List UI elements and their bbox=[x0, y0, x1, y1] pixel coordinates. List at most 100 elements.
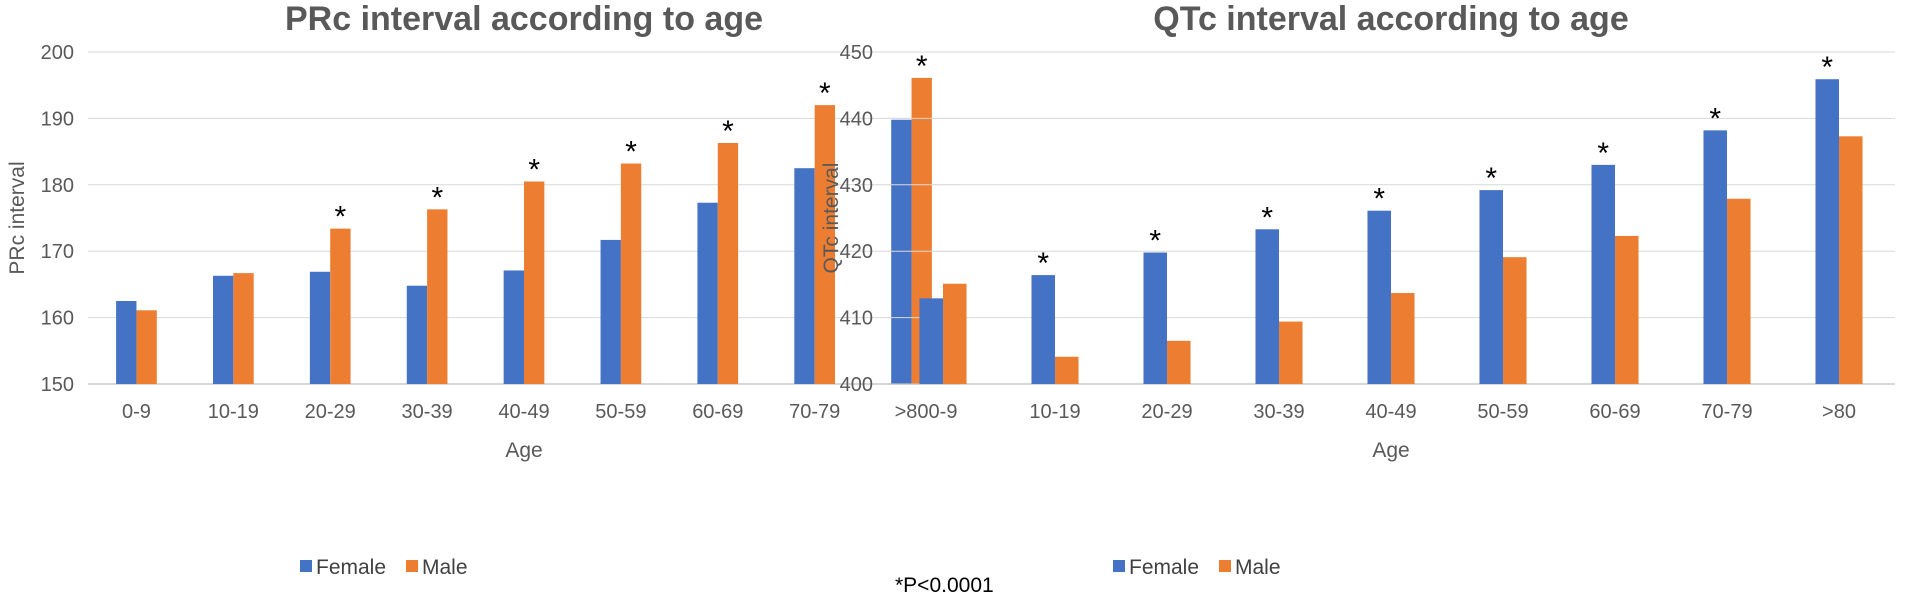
qtc-y-tick-label: 410 bbox=[840, 308, 873, 330]
qtc-legend: Female Male bbox=[1113, 556, 1281, 579]
prc-x-tick-label: 10-19 bbox=[208, 401, 259, 423]
qtc-bar-female bbox=[1143, 252, 1167, 384]
prc-x-tick-label: 70-79 bbox=[789, 401, 840, 423]
qtc-x-tick-label: 20-29 bbox=[1141, 401, 1192, 423]
qtc-x-axis-label: Age bbox=[1372, 439, 1409, 462]
qtc-bar-female bbox=[1591, 164, 1615, 384]
qtc-bar-female bbox=[1479, 190, 1503, 384]
qtc-legend-swatch-female bbox=[1113, 560, 1125, 572]
qtc-bar-male bbox=[1055, 356, 1079, 384]
prc-x-axis-label: Age bbox=[505, 439, 542, 462]
qtc-x-tick-label: 0-9 bbox=[929, 401, 958, 423]
prc-bar-male bbox=[330, 228, 351, 384]
prc-bar-male bbox=[233, 273, 254, 384]
prc-legend: Female Male bbox=[300, 556, 468, 579]
qtc-bar-male bbox=[1727, 198, 1751, 384]
prc-x-tick-label: 40-49 bbox=[498, 401, 549, 423]
prc-bar-male bbox=[620, 163, 642, 384]
qtc-legend-label-female: Female bbox=[1129, 556, 1199, 579]
significance-footnote: *P<0.0001 bbox=[895, 574, 994, 597]
qtc-significance-star: * bbox=[1261, 201, 1273, 234]
qtc-y-tick-label: 430 bbox=[840, 175, 873, 197]
qtc-chart: QTc interval according to age 400 410 420 43… bbox=[820, 0, 1895, 579]
qtc-y-axis-label: QTc interval bbox=[820, 163, 843, 274]
prc-significance-star: * bbox=[916, 50, 928, 83]
prc-significance-star: * bbox=[431, 181, 443, 214]
qtc-x-tick-label: >80 bbox=[1822, 401, 1856, 423]
prc-significance-star: * bbox=[722, 115, 734, 148]
qtc-bar-female bbox=[1255, 229, 1279, 384]
prc-significance-star: * bbox=[819, 77, 831, 110]
qtc-significance-star: * bbox=[1037, 247, 1049, 280]
prc-bar-female bbox=[116, 301, 137, 384]
qtc-x-tick-label: 70-79 bbox=[1701, 401, 1752, 423]
prc-x-tick-label: 50-59 bbox=[595, 401, 646, 423]
prc-y-tick-label: 190 bbox=[41, 108, 74, 130]
prc-bar-female bbox=[309, 271, 331, 384]
prc-bar-female bbox=[794, 168, 815, 384]
prc-significance-star: * bbox=[335, 201, 347, 234]
prc-bar-male bbox=[524, 181, 545, 384]
prc-legend-label-female: Female bbox=[316, 556, 386, 579]
qtc-bar-male bbox=[943, 283, 967, 384]
qtc-bar-female bbox=[1367, 210, 1391, 384]
prc-y-tick-label: 180 bbox=[41, 175, 74, 197]
qtc-y-tick-label: 450 bbox=[840, 42, 873, 64]
prc-bar-female bbox=[600, 239, 621, 384]
qtc-bar-male bbox=[1503, 257, 1527, 384]
prc-y-axis-label: PRc interval bbox=[6, 161, 29, 274]
prc-bar-female bbox=[503, 270, 524, 384]
prc-bar-male bbox=[427, 209, 448, 384]
prc-significance-star: * bbox=[625, 136, 637, 169]
prc-y-tick-label: 150 bbox=[41, 374, 74, 396]
qtc-bar-male bbox=[1839, 136, 1863, 384]
qtc-legend-swatch-male bbox=[1219, 560, 1231, 572]
qtc-significance-star: * bbox=[1149, 225, 1161, 258]
qtc-bar-male bbox=[1167, 340, 1191, 384]
prc-significance-star: * bbox=[528, 153, 540, 186]
qtc-x-tick-label: 30-39 bbox=[1253, 401, 1304, 423]
prc-x-tick-label: >80 bbox=[895, 401, 929, 423]
qtc-bar-female bbox=[1031, 275, 1055, 384]
qtc-significance-star: * bbox=[1821, 51, 1833, 84]
prc-bar-female bbox=[212, 275, 234, 384]
qtc-significance-star: * bbox=[1597, 137, 1609, 170]
qtc-bar-female bbox=[1703, 130, 1727, 384]
prc-chart-title: PRc interval according to age bbox=[285, 0, 763, 38]
qtc-bar-male bbox=[1615, 235, 1639, 384]
qtc-bar-male bbox=[1279, 321, 1303, 384]
prc-x-tick-label: 30-39 bbox=[402, 401, 453, 423]
qtc-bar-female bbox=[1815, 79, 1839, 384]
prc-y-tick-label: 200 bbox=[41, 42, 74, 64]
qtc-x-tick-label: 60-69 bbox=[1589, 401, 1640, 423]
qtc-x-tick-label: 40-49 bbox=[1365, 401, 1416, 423]
qtc-y-tick-label: 420 bbox=[840, 241, 873, 263]
qtc-y-tick-label: 400 bbox=[840, 374, 873, 396]
prc-bar-female bbox=[891, 119, 912, 384]
qtc-bar-male bbox=[1391, 293, 1415, 384]
prc-legend-label-male: Male bbox=[422, 556, 468, 579]
qtc-significance-star: * bbox=[1709, 102, 1721, 135]
qtc-chart-title: QTc interval according to age bbox=[1153, 0, 1629, 38]
prc-x-tick-label: 60-69 bbox=[692, 401, 743, 423]
prc-y-tick-label: 170 bbox=[41, 241, 74, 263]
prc-bar-male bbox=[717, 142, 739, 384]
prc-x-tick-label: 20-29 bbox=[305, 401, 356, 423]
prc-bar-male bbox=[814, 105, 836, 385]
qtc-significance-star: * bbox=[1373, 183, 1385, 216]
qtc-x-tick-label: 10-19 bbox=[1029, 401, 1080, 423]
qtc-legend-label-male: Male bbox=[1235, 556, 1281, 579]
prc-bar-female bbox=[697, 202, 718, 384]
prc-y-tick-label: 160 bbox=[41, 308, 74, 330]
qtc-bar-female bbox=[919, 298, 943, 384]
qtc-y-tick-label: 440 bbox=[840, 108, 873, 130]
qtc-x-tick-label: 50-59 bbox=[1477, 401, 1528, 423]
prc-bar-female bbox=[406, 285, 428, 384]
prc-bar-male bbox=[136, 310, 157, 384]
prc-chart: PRc interval according to age 150 160 170 18… bbox=[6, 0, 960, 579]
qtc-significance-star: * bbox=[1485, 162, 1497, 195]
prc-x-tick-label: 0-9 bbox=[122, 401, 151, 423]
prc-legend-swatch-male bbox=[406, 560, 418, 572]
prc-legend-swatch-female bbox=[300, 560, 312, 572]
